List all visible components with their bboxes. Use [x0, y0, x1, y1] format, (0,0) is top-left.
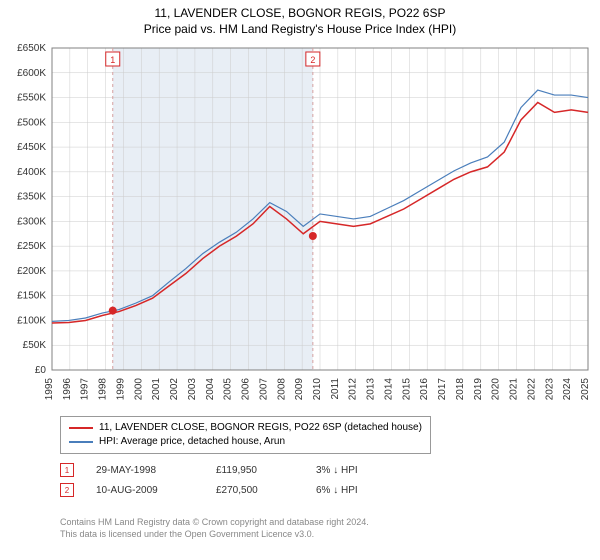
svg-text:2006: 2006 — [241, 378, 252, 401]
page-subtitle: Price paid vs. HM Land Registry's House … — [0, 20, 600, 40]
sale-pct: 6% ↓ HPI — [316, 485, 416, 496]
footnote-line1: Contains HM Land Registry data © Crown c… — [60, 516, 369, 528]
svg-text:2010: 2010 — [312, 378, 323, 401]
svg-text:1998: 1998 — [98, 378, 109, 401]
svg-text:2025: 2025 — [580, 378, 591, 401]
footnote-line2: This data is licensed under the Open Gov… — [60, 528, 369, 540]
sale-row: 1 29-MAY-1998£119,9503% ↓ HPI — [60, 460, 416, 480]
svg-text:£600K: £600K — [17, 68, 46, 79]
legend-box: 11, LAVENDER CLOSE, BOGNOR REGIS, PO22 6… — [60, 416, 431, 454]
svg-text:2013: 2013 — [366, 378, 377, 401]
svg-text:2004: 2004 — [205, 378, 216, 401]
svg-text:£300K: £300K — [17, 216, 46, 227]
sale-price: £270,500 — [216, 485, 316, 496]
svg-text:2012: 2012 — [348, 378, 359, 401]
svg-text:2017: 2017 — [437, 378, 448, 401]
sale-price: £119,950 — [216, 465, 316, 476]
svg-text:2003: 2003 — [187, 378, 198, 401]
svg-text:2000: 2000 — [133, 378, 144, 401]
sale-row: 2 10-AUG-2009£270,5006% ↓ HPI — [60, 480, 416, 500]
svg-text:2005: 2005 — [223, 378, 234, 401]
chart-container: 11, LAVENDER CLOSE, BOGNOR REGIS, PO22 6… — [0, 0, 600, 560]
svg-text:£350K: £350K — [17, 192, 46, 203]
svg-text:£500K: £500K — [17, 117, 46, 128]
svg-text:£200K: £200K — [17, 266, 46, 277]
svg-text:2024: 2024 — [562, 378, 573, 401]
svg-text:2021: 2021 — [509, 378, 520, 401]
svg-text:1997: 1997 — [80, 378, 91, 401]
svg-text:2007: 2007 — [258, 378, 269, 401]
legend-label-property: 11, LAVENDER CLOSE, BOGNOR REGIS, PO22 6… — [99, 421, 422, 435]
svg-text:2022: 2022 — [526, 378, 537, 401]
sale-marker-icon: 2 — [60, 483, 74, 497]
svg-text:1995: 1995 — [44, 378, 55, 401]
page-title: 11, LAVENDER CLOSE, BOGNOR REGIS, PO22 6… — [0, 0, 600, 20]
svg-text:£400K: £400K — [17, 167, 46, 178]
svg-text:£50K: £50K — [23, 340, 47, 351]
sale-date: 29-MAY-1998 — [96, 465, 216, 476]
svg-text:£550K: £550K — [17, 93, 46, 104]
legend-swatch-property — [69, 427, 93, 429]
svg-text:£0: £0 — [35, 365, 47, 376]
svg-text:2016: 2016 — [419, 378, 430, 401]
footnote: Contains HM Land Registry data © Crown c… — [60, 516, 369, 540]
legend-swatch-hpi — [69, 441, 93, 443]
svg-text:2020: 2020 — [491, 378, 502, 401]
svg-text:£250K: £250K — [17, 241, 46, 252]
sales-table: 1 29-MAY-1998£119,9503% ↓ HPI 2 10-AUG-2009… — [60, 460, 416, 500]
legend-label-hpi: HPI: Average price, detached house, Arun — [99, 435, 285, 449]
legend-row-hpi: HPI: Average price, detached house, Arun — [69, 435, 422, 449]
svg-text:1999: 1999 — [115, 378, 126, 401]
svg-text:1: 1 — [110, 55, 115, 65]
svg-text:2014: 2014 — [383, 378, 394, 401]
sale-pct: 3% ↓ HPI — [316, 465, 416, 476]
svg-text:£650K: £650K — [17, 43, 46, 54]
svg-text:£100K: £100K — [17, 315, 46, 326]
svg-text:£450K: £450K — [17, 142, 46, 153]
svg-text:2008: 2008 — [276, 378, 287, 401]
svg-text:2001: 2001 — [151, 378, 162, 401]
svg-text:2019: 2019 — [473, 378, 484, 401]
svg-text:1996: 1996 — [62, 378, 73, 401]
svg-text:2015: 2015 — [401, 378, 412, 401]
svg-text:£150K: £150K — [17, 291, 46, 302]
sale-date: 10-AUG-2009 — [96, 485, 216, 496]
sale-marker-icon: 1 — [60, 463, 74, 477]
chart-area: £0 £50K £100K £150K £200K £250K £300K £350K £400… — [0, 40, 600, 410]
svg-text:2009: 2009 — [294, 378, 305, 401]
svg-text:2023: 2023 — [544, 378, 555, 401]
svg-text:2018: 2018 — [455, 378, 466, 401]
svg-text:2002: 2002 — [169, 378, 180, 401]
svg-text:2: 2 — [310, 55, 315, 65]
legend-row-property: 11, LAVENDER CLOSE, BOGNOR REGIS, PO22 6… — [69, 421, 422, 435]
svg-text:2011: 2011 — [330, 378, 341, 400]
line-chart: £0 £50K £100K £150K £200K £250K £300K £350K £400… — [0, 40, 600, 410]
